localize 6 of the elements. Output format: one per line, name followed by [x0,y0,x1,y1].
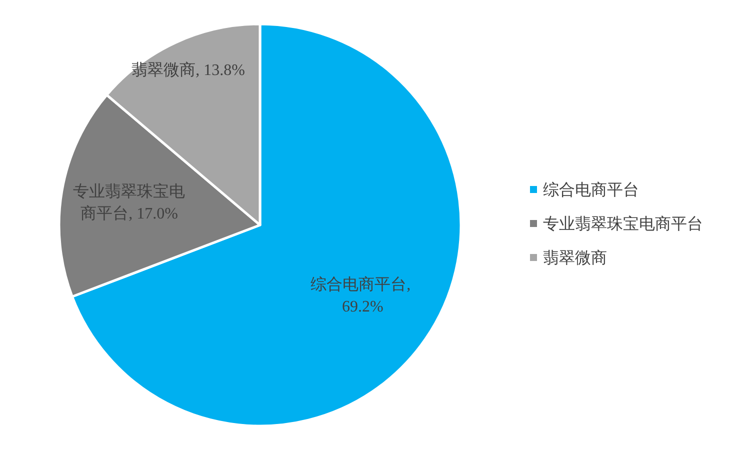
data-label: 专业翡翠珠宝电商平台, 17.0% [73,182,186,223]
data-label: 综合电商平台, 69.2% [310,276,415,316]
legend-label: 综合电商平台 [543,180,639,199]
legend-label: 翡翠微商 [543,248,607,267]
legend-label: 专业翡翠珠宝电商平台 [543,214,703,233]
data-label: 翡翠微商, 13.8% [132,60,245,79]
